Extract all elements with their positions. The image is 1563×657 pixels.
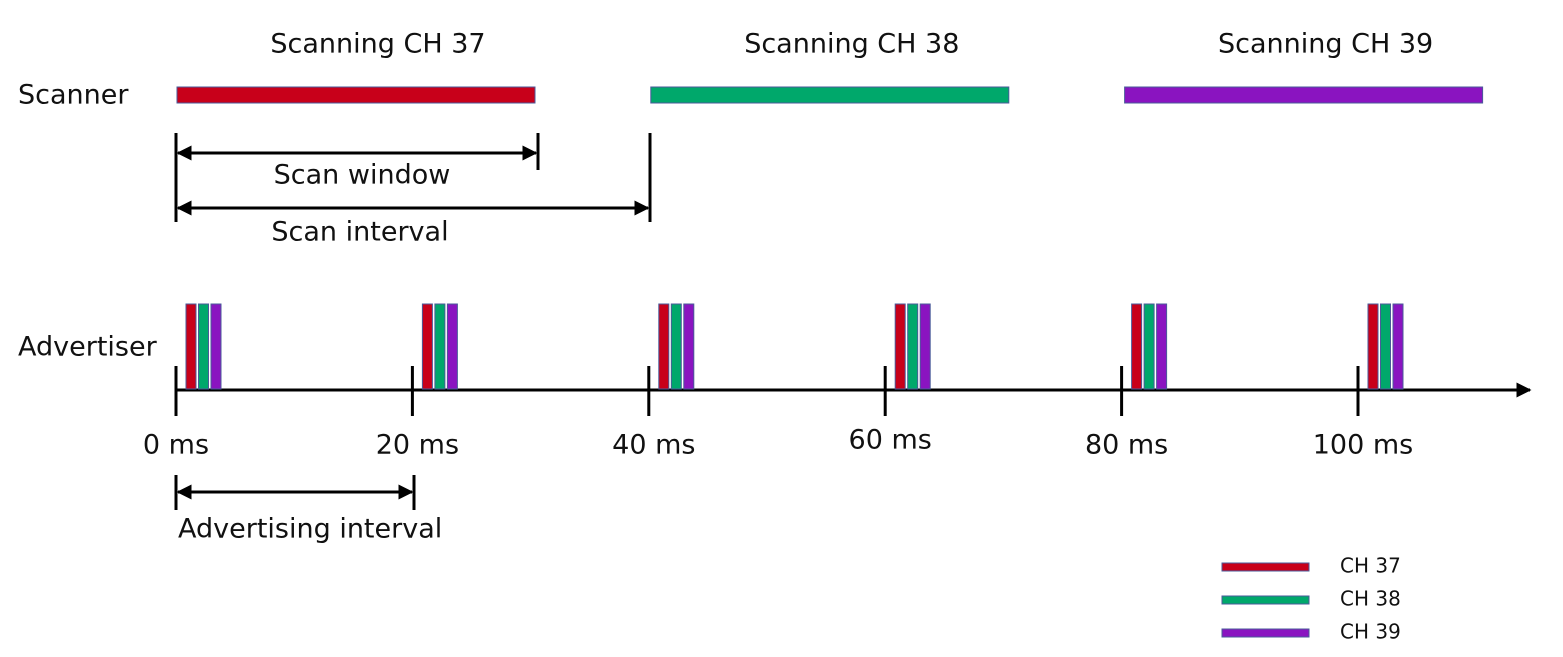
packet	[446, 303, 458, 390]
packet	[198, 303, 209, 390]
scan-window-label: Scan window	[274, 160, 451, 191]
advertiser-label: Advertiser	[18, 332, 158, 363]
packet	[1380, 303, 1391, 390]
packet	[907, 303, 919, 390]
packet	[894, 303, 906, 390]
packet	[683, 303, 695, 390]
packet	[1392, 303, 1404, 390]
packet	[670, 303, 682, 390]
scan-window-title: Scanning CH 38	[744, 29, 959, 60]
scanner-label: Scanner	[18, 80, 129, 111]
packet	[185, 303, 197, 390]
tick-label: 20 ms	[376, 430, 459, 461]
scan-window-bar	[1124, 86, 1484, 104]
legend-label: CH 38	[1340, 587, 1401, 611]
packet	[1131, 303, 1143, 390]
scan-window-bar	[650, 86, 1010, 104]
advertising-interval-label: Advertising interval	[178, 514, 442, 545]
scan-window-bar	[176, 86, 536, 104]
legend-label: CH 39	[1340, 620, 1401, 644]
tick-label: 40 ms	[612, 430, 695, 461]
legend-swatch	[1221, 628, 1310, 638]
tick-label: 100 ms	[1313, 430, 1414, 461]
legend-swatch	[1221, 595, 1310, 605]
packet	[1143, 303, 1155, 390]
packet	[210, 303, 222, 390]
legend-swatch	[1221, 562, 1310, 572]
scan-window-title: Scanning CH 37	[270, 29, 485, 60]
packet	[1156, 303, 1168, 390]
packet	[1367, 303, 1379, 390]
tick-label: 60 ms	[849, 425, 932, 456]
packet	[434, 303, 446, 390]
packet	[919, 303, 931, 390]
packet	[658, 303, 670, 390]
scan-interval-label: Scan interval	[271, 217, 448, 248]
scan-window-title: Scanning CH 39	[1218, 29, 1433, 60]
packet	[421, 303, 433, 390]
legend-label: CH 37	[1340, 554, 1401, 578]
tick-label: 80 ms	[1085, 430, 1168, 461]
tick-label: 0 ms	[143, 430, 209, 461]
